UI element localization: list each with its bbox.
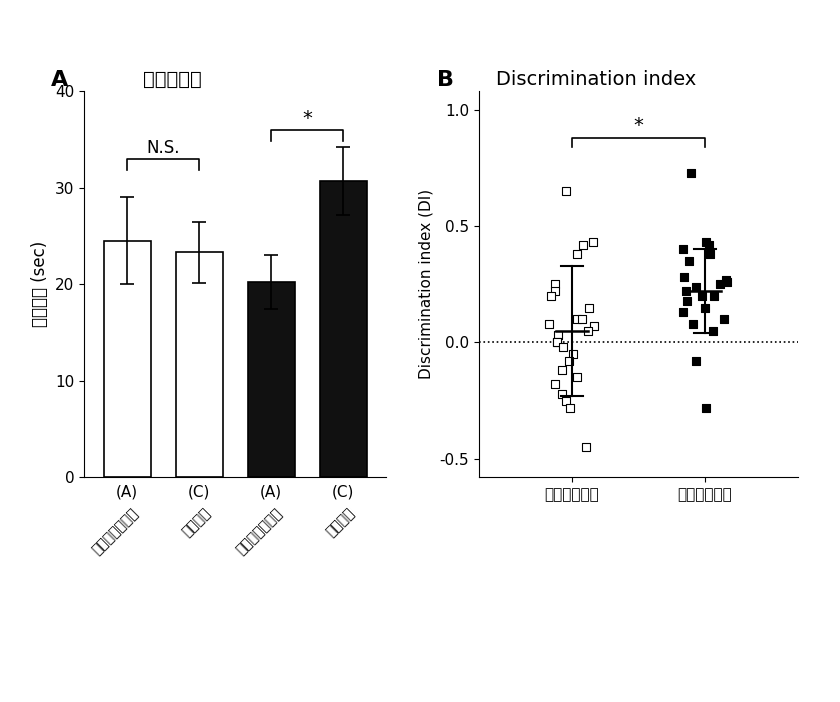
Point (544, 291, 558, 302)
Bar (248, 282, 295, 477)
Bar (320, 181, 366, 477)
Point (549, 286, 562, 297)
Point (587, 237, 601, 248)
Point (576, 239, 590, 251)
Text: (A): (A) (260, 484, 282, 499)
Point (550, 337, 564, 348)
Point (566, 348, 580, 359)
Point (570, 249, 583, 260)
Text: B: B (437, 70, 454, 90)
Text: A: A (50, 70, 68, 90)
Point (684, 167, 697, 178)
Point (689, 355, 702, 366)
Text: *: * (302, 109, 312, 128)
Text: テスト試行: テスト試行 (143, 70, 202, 89)
Point (555, 365, 569, 376)
Point (698, 302, 711, 313)
Point (713, 279, 727, 290)
Point (706, 325, 719, 336)
Text: N.S.: N.S. (146, 139, 180, 157)
Y-axis label: Discrimination index (DI): Discrimination index (DI) (419, 190, 434, 379)
Point (682, 256, 696, 267)
Point (689, 281, 702, 292)
Text: 新規物体: 新規物体 (180, 505, 213, 539)
Point (562, 355, 575, 366)
Text: ファミリア物体: ファミリア物体 (234, 505, 286, 557)
Point (575, 314, 589, 325)
Point (676, 244, 690, 255)
Point (581, 325, 595, 336)
Point (555, 388, 569, 399)
Point (563, 402, 576, 413)
Text: Discrimination index: Discrimination index (496, 70, 696, 89)
Point (686, 318, 700, 329)
Point (677, 272, 690, 283)
Point (559, 185, 573, 197)
Point (548, 378, 561, 390)
Text: (C): (C) (332, 484, 354, 499)
Bar (104, 241, 150, 477)
Point (583, 302, 596, 313)
Point (699, 237, 712, 248)
Y-axis label: 探索時間 (sec): 探索時間 (sec) (31, 241, 50, 327)
Point (720, 274, 733, 285)
Point (707, 291, 721, 302)
Point (721, 277, 734, 288)
Bar (176, 253, 223, 477)
Point (676, 307, 690, 318)
Point (696, 291, 709, 302)
Point (679, 286, 692, 297)
Point (570, 314, 584, 325)
Point (543, 318, 556, 329)
Point (588, 321, 601, 332)
Point (570, 372, 584, 383)
Point (579, 442, 592, 453)
Text: (C): (C) (188, 484, 210, 499)
Point (550, 337, 564, 348)
Text: (A): (A) (116, 484, 139, 499)
Point (559, 395, 572, 406)
Text: 新規物体: 新規物体 (323, 505, 357, 539)
Point (699, 402, 712, 413)
Point (703, 249, 717, 260)
Text: *: * (633, 117, 643, 135)
Text: ファミリア物体: ファミリア物体 (90, 505, 141, 557)
Point (556, 341, 570, 352)
Point (551, 330, 564, 341)
Point (680, 295, 694, 306)
Point (717, 314, 731, 325)
Point (549, 279, 562, 290)
Point (702, 239, 716, 251)
